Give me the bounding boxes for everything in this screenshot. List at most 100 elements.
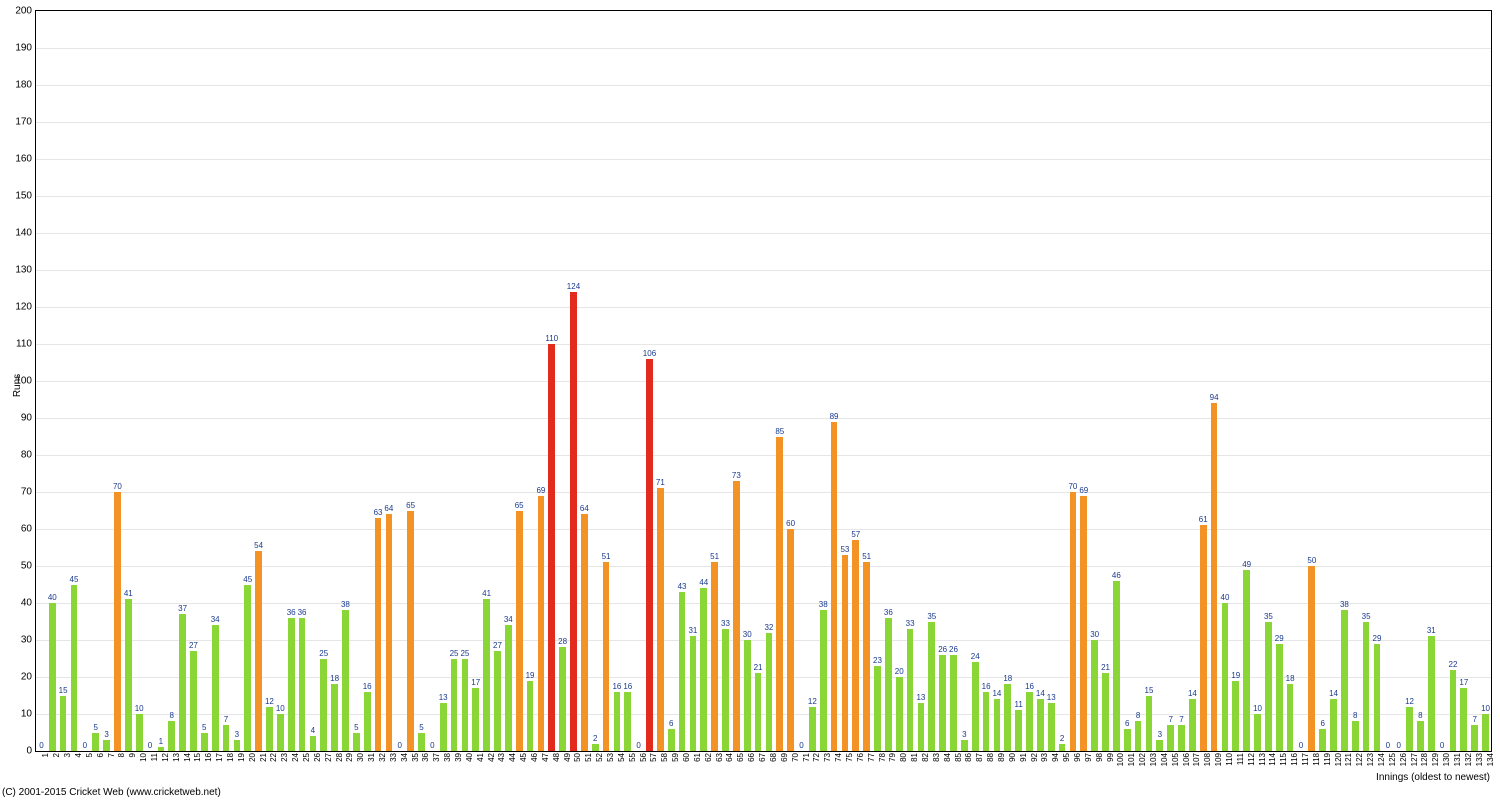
- bar: 53: [842, 555, 849, 751]
- bar-value-label: 5: [93, 723, 97, 733]
- bar: 7: [1178, 725, 1185, 751]
- bar-value-label: 6: [1320, 719, 1324, 729]
- bar-value-label: 37: [178, 604, 187, 614]
- bar-value-label: 25: [460, 649, 469, 659]
- bar-value-label: 19: [526, 671, 535, 681]
- x-tick-label: 38: [443, 753, 452, 762]
- bar-value-label: 7: [1179, 715, 1183, 725]
- x-tick-label: 85: [954, 753, 963, 762]
- bar-value-label: 29: [1373, 634, 1382, 644]
- bar-value-label: 36: [884, 608, 893, 618]
- bar-value-label: 14: [1329, 689, 1338, 699]
- bar-value-label: 71: [656, 478, 665, 488]
- x-tick-label: 61: [693, 753, 702, 762]
- x-tick-label: 104: [1160, 753, 1169, 766]
- bar: 57: [852, 540, 859, 751]
- x-tick-label: 11: [150, 753, 159, 761]
- bar: 8: [168, 721, 175, 751]
- bar-value-label: 35: [1362, 612, 1371, 622]
- bar: 15: [1146, 696, 1153, 752]
- x-tick-label: 17: [215, 753, 224, 762]
- bar-value-label: 12: [265, 697, 274, 707]
- bar: 24: [972, 662, 979, 751]
- bar-value-label: 32: [764, 623, 773, 633]
- x-tick-label: 16: [204, 753, 213, 762]
- x-tick-label: 86: [964, 753, 973, 762]
- bar: 29: [1374, 644, 1381, 751]
- bar-value-label: 106: [643, 349, 656, 359]
- bar: 7: [1471, 725, 1478, 751]
- y-tick-label: 190: [15, 43, 36, 54]
- bar: 20: [896, 677, 903, 751]
- x-tick-label: 103: [1149, 753, 1158, 766]
- x-tick-label: 57: [649, 753, 658, 762]
- bar: 30: [744, 640, 751, 751]
- x-tick-label: 33: [389, 753, 398, 762]
- bar-value-label: 45: [243, 575, 252, 585]
- bar: 3: [234, 740, 241, 751]
- bar-value-label: 46: [1112, 571, 1121, 581]
- bar: 21: [755, 673, 762, 751]
- bar-value-label: 3: [235, 730, 239, 740]
- bar: 2: [1059, 744, 1066, 751]
- bar: 8: [1135, 721, 1142, 751]
- bar-value-label: 16: [982, 682, 991, 692]
- bar: 37: [179, 614, 186, 751]
- bars-layer: 0401545053704110018372753473455412103636…: [36, 11, 1491, 751]
- x-tick-label: 9: [128, 753, 137, 757]
- bar-value-label: 21: [754, 663, 763, 673]
- bar-value-label: 7: [1472, 715, 1476, 725]
- y-tick-label: 0: [26, 746, 36, 757]
- bar-value-label: 27: [493, 641, 502, 651]
- bar-value-label: 16: [1025, 682, 1034, 692]
- runs-bar-chart: 0102030405060708090100110120130140150160…: [0, 0, 1500, 800]
- x-tick-label: 73: [823, 753, 832, 762]
- bar: 5: [418, 733, 425, 752]
- bar-value-label: 24: [971, 652, 980, 662]
- bar: 89: [831, 422, 838, 751]
- bar-value-label: 60: [786, 519, 795, 529]
- bar-value-label: 5: [202, 723, 206, 733]
- bar: 12: [1406, 707, 1413, 751]
- x-tick-label: 30: [356, 753, 365, 762]
- bar-value-label: 33: [906, 619, 915, 629]
- bar: 65: [407, 511, 414, 752]
- bar-value-label: 10: [135, 704, 144, 714]
- x-tick-label: 111: [1236, 753, 1245, 765]
- bar-value-label: 8: [1418, 711, 1422, 721]
- bar-value-label: 36: [298, 608, 307, 618]
- x-tick-label: 52: [595, 753, 604, 762]
- bar: 40: [1222, 603, 1229, 751]
- x-tick-label: 133: [1475, 753, 1484, 766]
- bar: 16: [1026, 692, 1033, 751]
- bar: 27: [494, 651, 501, 751]
- bar-value-label: 3: [104, 730, 108, 740]
- bar: 64: [581, 514, 588, 751]
- y-tick-label: 130: [15, 265, 36, 276]
- x-tick-label: 28: [335, 753, 344, 762]
- bar: 70: [1070, 492, 1077, 751]
- x-tick-label: 22: [269, 753, 278, 762]
- bar: 7: [1167, 725, 1174, 751]
- bar-value-label: 5: [419, 723, 423, 733]
- bar: 28: [559, 647, 566, 751]
- y-tick-label: 80: [21, 450, 36, 461]
- bar-value-label: 14: [1036, 689, 1045, 699]
- x-tick-label: 35: [411, 753, 420, 762]
- x-tick-label: 118: [1312, 753, 1321, 766]
- bar-value-label: 0: [799, 741, 803, 751]
- x-tick-label: 110: [1225, 753, 1234, 766]
- x-tick-label: 66: [747, 753, 756, 762]
- x-tick-label: 62: [704, 753, 713, 762]
- bar: 16: [614, 692, 621, 751]
- bar-value-label: 18: [1003, 674, 1012, 684]
- x-tick-label: 26: [313, 753, 322, 762]
- x-tick-label: 107: [1192, 753, 1201, 766]
- bar-value-label: 4: [311, 726, 315, 736]
- bar: 5: [353, 733, 360, 752]
- bar: 3: [961, 740, 968, 751]
- bar: 46: [1113, 581, 1120, 751]
- bar-value-label: 69: [1079, 486, 1088, 496]
- x-tick-label: 49: [563, 753, 572, 762]
- x-tick-label: 7: [107, 753, 116, 757]
